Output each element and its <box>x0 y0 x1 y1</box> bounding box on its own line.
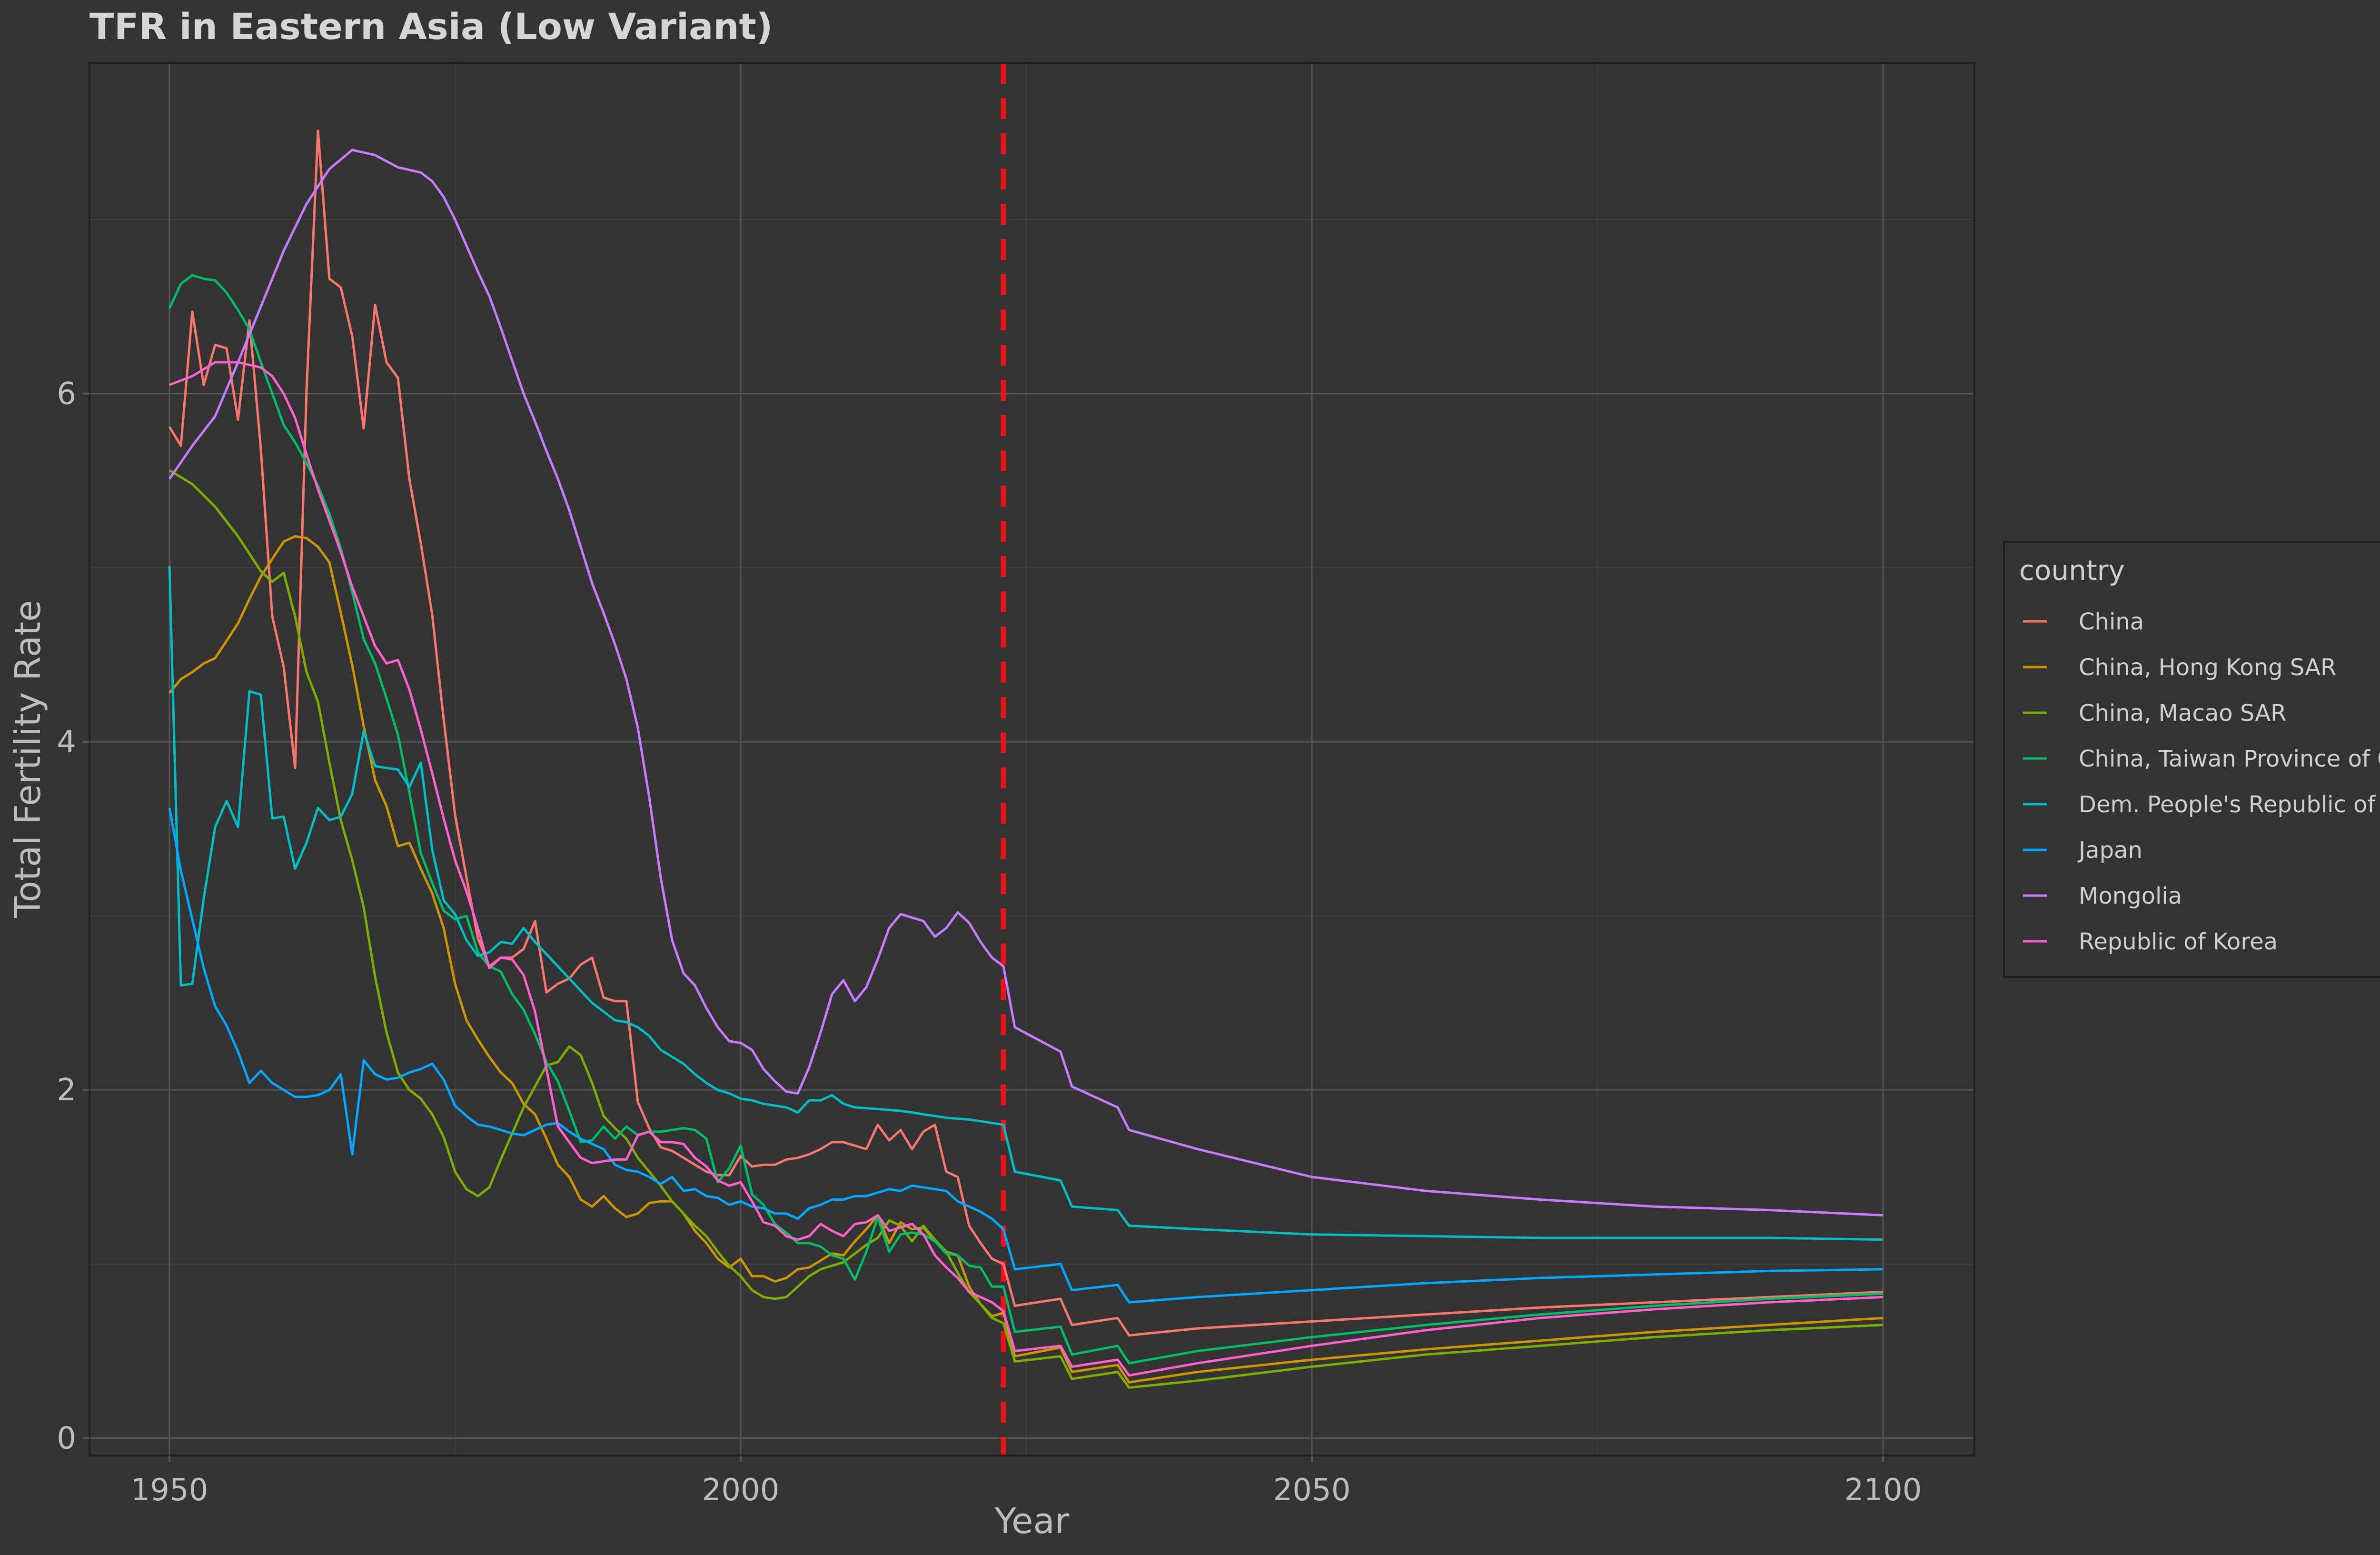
y-tick-label: 4 <box>57 725 76 760</box>
legend-label: Japan <box>2077 837 2142 864</box>
axes: 1950 2000 2050 2100 0 2 4 6 <box>57 377 1922 1508</box>
legend-item: Republic of Korea <box>2023 928 2278 955</box>
series-line <box>168 807 1884 1304</box>
series-line <box>169 469 1884 1389</box>
legend-item: China, Taiwan Province of China <box>2023 746 2380 772</box>
legend-label: Dem. People's Republic of Korea <box>2079 791 2380 818</box>
x-axis-title: Year <box>994 1501 1070 1542</box>
legend-label: Republic of Korea <box>2079 928 2278 955</box>
x-tick-label: 2000 <box>702 1473 780 1508</box>
legend: country China China, Hong Kong SAR China, … <box>2003 541 2380 978</box>
series-line <box>169 361 1884 1377</box>
legend-item: China <box>2023 608 2144 635</box>
legend-items: China China, Hong Kong SAR China, Macao SA… <box>2023 608 2380 955</box>
legend-item: China, Hong Kong SAR <box>2023 654 2336 681</box>
legend-box <box>2003 541 2380 978</box>
legend-label: China, Taiwan Province of China <box>2079 746 2380 772</box>
x-tick-label: 2100 <box>1844 1473 1922 1508</box>
series-line <box>168 274 1884 1365</box>
y-tick-label: 6 <box>57 377 76 412</box>
chart-title: TFR in Eastern Asia (Low Variant) <box>89 5 773 48</box>
plot-panel-border <box>89 62 1975 1456</box>
series-layer <box>168 130 1884 1389</box>
y-axis-title: Total Fertility Rate <box>8 600 49 918</box>
legend-item: Dem. People's Republic of Korea <box>2023 791 2380 818</box>
series-line <box>168 149 1884 1216</box>
legend-label: Mongolia <box>2079 883 2182 909</box>
legend-label: China <box>2079 608 2144 635</box>
legend-title: country <box>2019 554 2125 587</box>
legend-label: China, Hong Kong SAR <box>2079 654 2336 681</box>
x-tick-label: 2050 <box>1273 1473 1351 1508</box>
legend-item: China, Macao SAR <box>2023 700 2286 727</box>
y-tick-label: 2 <box>57 1073 76 1108</box>
x-tick-label: 1950 <box>131 1473 208 1508</box>
legend-label: China, Macao SAR <box>2079 700 2286 727</box>
series-line <box>168 566 1884 1241</box>
legend-item: Japan <box>2023 837 2142 864</box>
y-tick-label: 0 <box>57 1421 76 1456</box>
legend-item: Mongolia <box>2023 883 2182 909</box>
